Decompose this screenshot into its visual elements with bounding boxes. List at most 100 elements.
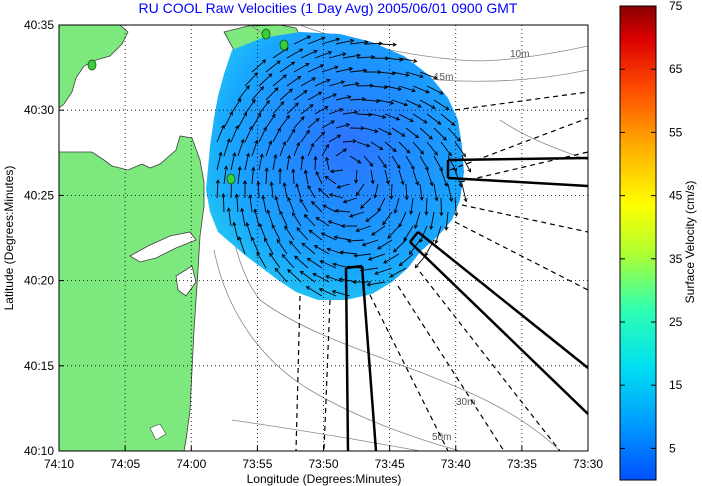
velocity-arrowhead	[346, 238, 352, 243]
velocity-arrow	[283, 182, 288, 199]
velocity-arrow	[425, 197, 428, 215]
radar-site-marker	[87, 59, 97, 71]
velocity-arrow	[328, 134, 341, 143]
velocity-arrow	[343, 197, 358, 203]
velocity-arrowhead	[353, 110, 359, 115]
velocity-arrow	[259, 223, 267, 241]
velocity-arrow	[296, 227, 309, 241]
velocity-arrowhead	[312, 273, 317, 277]
velocity-arrow	[293, 142, 300, 157]
velocity-arrowhead	[253, 72, 259, 77]
velocity-arrow	[414, 211, 421, 229]
velocity-arrow	[307, 91, 322, 101]
velocity-arrowhead	[387, 234, 392, 239]
velocity-arrowhead	[273, 153, 278, 159]
velocity-arrow	[371, 225, 386, 236]
velocity-arrow	[286, 76, 301, 87]
velocity-arrowhead	[294, 102, 299, 107]
velocity-arrow	[279, 61, 295, 73]
velocity-arrow	[330, 169, 344, 173]
velocity-arrow	[237, 166, 241, 185]
x-axis-ticks: 74:10 74:05 74:00 73:55 73:50 73:45 73:40 73:35…	[44, 446, 603, 471]
colorbar-tick-label: 65	[669, 62, 683, 76]
velocity-arrowhead	[339, 108, 344, 113]
velocity-arrowhead	[340, 80, 346, 85]
velocity-vectors	[215, 35, 472, 297]
velocity-arrow	[426, 85, 444, 95]
velocity-arrowhead	[264, 237, 268, 242]
colorbar: 5 15 25 35 45 55 65 75 Surface Velocity (cm/s)	[619, 0, 697, 481]
velocity-arrow	[382, 211, 393, 225]
velocity-arrow	[412, 141, 424, 155]
colorbar-tick-label: 15	[669, 378, 683, 392]
velocity-arrowhead	[349, 213, 354, 218]
velocity-arrow	[328, 108, 343, 115]
velocity-arrowhead	[307, 184, 312, 190]
velocity-arrowhead	[424, 166, 429, 171]
velocity-arrow	[461, 183, 467, 202]
velocity-arrow	[342, 140, 357, 143]
velocity-arrowhead	[264, 167, 269, 172]
velocity-arrowhead	[311, 200, 316, 206]
velocity-arrow	[370, 141, 383, 150]
velocity-arrowhead	[265, 100, 270, 105]
velocity-arrow	[316, 217, 330, 227]
velocity-arrowhead	[454, 212, 459, 217]
velocity-arrow	[233, 222, 239, 241]
velocity-arrowhead	[325, 143, 329, 149]
velocity-arrow	[307, 64, 324, 73]
velocity-arrow	[430, 211, 435, 230]
velocity-arrowhead	[276, 60, 281, 65]
velocity-arrow	[292, 212, 302, 227]
velocity-arrow	[335, 68, 353, 73]
radar-wedge-edge	[409, 241, 588, 415]
velocity-arrow	[244, 153, 249, 171]
velocity-arrow	[294, 255, 309, 269]
radar-wedge-edge	[447, 176, 588, 188]
velocity-arrowhead	[365, 218, 370, 223]
velocity-arrow	[390, 267, 407, 278]
radar-sites	[87, 28, 289, 185]
radar-bearing-line	[323, 299, 331, 451]
velocity-arrow	[279, 88, 293, 101]
velocity-arrowhead	[305, 63, 310, 67]
velocity-arrow	[314, 106, 329, 115]
velocity-arrow	[363, 127, 378, 133]
velocity-arrowhead	[332, 93, 338, 98]
velocity-arrow	[321, 144, 329, 157]
velocity-arrowhead	[334, 208, 339, 213]
velocity-arrow	[332, 290, 351, 297]
radar-site-marker	[261, 28, 271, 40]
velocity-arrowhead	[434, 239, 439, 245]
velocity-arrowhead	[429, 225, 434, 231]
velocity-arrow	[286, 128, 296, 143]
velocity-arrow	[426, 141, 438, 156]
velocity-arrowhead	[434, 197, 439, 202]
velocity-arrowhead	[287, 269, 292, 274]
velocity-arrow	[363, 155, 373, 167]
velocity-arrowhead	[371, 231, 376, 236]
velocity-arrow	[419, 71, 438, 79]
velocity-arrowhead	[423, 119, 428, 124]
velocity-arrow	[337, 183, 351, 189]
radar-bearing-line	[449, 117, 588, 171]
velocity-arrowhead	[297, 75, 302, 80]
velocity-arrow	[258, 100, 270, 115]
velocity-arrowhead	[296, 141, 301, 147]
velocity-arrowhead	[234, 124, 239, 130]
velocity-arrowhead	[256, 180, 261, 185]
velocity-arrow	[254, 209, 260, 227]
velocity-arrow	[346, 266, 365, 269]
velocity-arrow	[356, 141, 370, 147]
velocity-arrowhead	[320, 131, 326, 136]
velocity-arrowhead	[369, 162, 374, 167]
velocity-arrowhead	[354, 179, 359, 184]
velocity-arrowhead	[242, 179, 248, 185]
contour-label-50m: 50m	[432, 432, 451, 443]
velocity-arrowhead	[368, 112, 373, 117]
velocity-arrow	[356, 113, 372, 116]
velocity-arrow	[230, 125, 239, 143]
velocity-arrowhead	[240, 138, 245, 144]
velocity-arrowhead	[306, 35, 312, 40]
velocity-arrow	[335, 96, 351, 101]
